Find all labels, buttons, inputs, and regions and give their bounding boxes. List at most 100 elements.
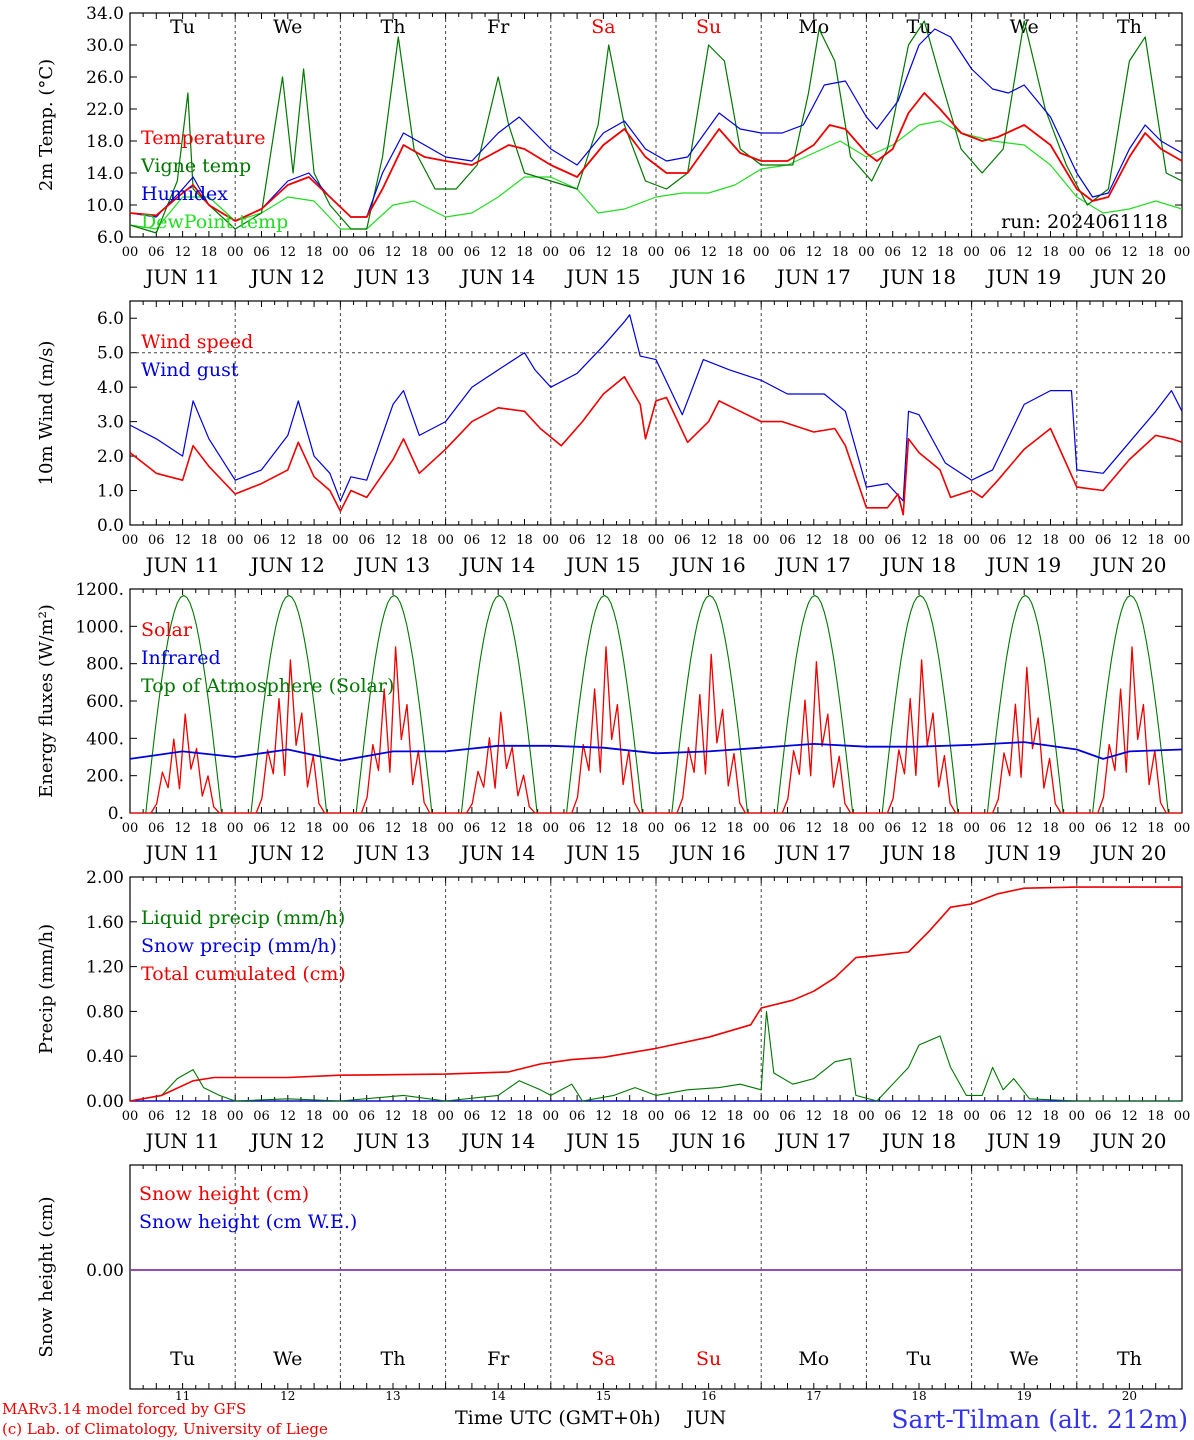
hour-tick-label: 00 [963,1109,980,1124]
hour-tick-label: 00 [122,245,139,260]
x-axis-month: JUN [684,1407,726,1429]
hour-tick-label: 06 [884,245,901,260]
series-line-infrared [129,741,1183,762]
hour-tick-label: 12 [911,245,928,260]
hour-tick-label: 12 [490,533,507,548]
hour-tick-label: 18 [621,821,638,836]
hour-tick-label: 18 [306,245,323,260]
y-tick-label: 0.0 [97,516,124,536]
hour-tick-label: 00 [437,821,454,836]
hour-tick-label: 18 [306,821,323,836]
hour-tick-label: 18 [937,245,954,260]
weekday-label: Tu [907,16,932,38]
hour-tick-label: 06 [148,245,165,260]
hour-tick-label: 06 [674,533,691,548]
day-number-label: 20 [1122,1389,1137,1403]
hour-tick-label: 12 [385,821,402,836]
hour-tick-label: 12 [911,1109,928,1124]
day-number-label: 13 [385,1389,400,1403]
weekday-label: Su [696,16,721,38]
hour-tick-label: 12 [700,533,717,548]
hour-tick-label: 12 [280,1109,297,1124]
date-tick-label: JUN 14 [459,841,535,865]
weekday-label: Th [1117,1348,1142,1370]
hour-tick-label: 00 [648,245,665,260]
date-tick-label: JUN 19 [985,265,1061,289]
date-tick-label: JUN 14 [459,553,535,577]
y-axis-label: Energy fluxes (W/m²) [36,604,57,798]
site-label: Sart-Tilman (alt. 212m) [891,1405,1188,1434]
hour-tick-label: 18 [1147,821,1164,836]
hour-tick-label: 00 [963,821,980,836]
hour-tick-label: 12 [385,1109,402,1124]
hour-tick-label: 00 [332,821,349,836]
day-number-label: 17 [806,1389,821,1403]
y-axis-label: Snow height (cm) [36,1196,57,1357]
weekday-label: Th [1117,16,1142,38]
date-tick-label: JUN 15 [564,265,640,289]
x-axis-label: Time UTC (GMT+0h) [455,1407,661,1429]
hour-tick-label: 18 [1147,533,1164,548]
hour-tick-label: 06 [1095,821,1112,836]
hour-tick-label: 00 [332,245,349,260]
day-number-label: 14 [491,1389,507,1403]
date-tick-label: JUN 14 [459,1129,535,1153]
hour-tick-label: 06 [148,533,165,548]
hour-tick-label: 18 [727,821,744,836]
hour-tick-label: 00 [1174,533,1191,548]
legend-entry: Humidex [141,183,228,205]
y-tick-label: 2.0 [97,447,124,467]
date-tick-label: JUN 17 [775,1129,851,1153]
hour-tick-label: 18 [1042,533,1059,548]
hour-tick-label: 06 [358,245,375,260]
hour-tick-label: 12 [806,533,823,548]
hour-tick-label: 18 [1147,245,1164,260]
date-tick-label: JUN 14 [459,265,535,289]
hour-tick-label: 06 [884,1109,901,1124]
model-credit: MARv3.14 model forced by GFS [2,1400,246,1418]
day-number-label: 11 [175,1389,190,1403]
y-axis-label: 10m Wind (m/s) [36,341,57,486]
hour-tick-label: 06 [674,821,691,836]
date-tick-label: JUN 17 [775,841,851,865]
hour-tick-label: 12 [174,533,191,548]
hour-tick-label: 12 [280,821,297,836]
weekday-label: Tu [907,1348,932,1370]
legend-entry: Vigne temp [140,155,251,177]
date-tick-label: JUN 20 [1090,1129,1166,1153]
hour-tick-label: 06 [148,821,165,836]
hour-tick-label: 06 [1095,1109,1112,1124]
hour-tick-label: 18 [832,1109,849,1124]
panel-4: 00 06 12 18 JUN 11 00 06 12 18 JUN 12 00 06 12 18 JUN … [36,868,1190,1153]
date-tick-label: JUN 11 [144,553,220,577]
date-tick-label: JUN 13 [354,553,430,577]
date-tick-label: JUN 18 [880,1129,956,1153]
y-tick-label: 200. [86,767,124,787]
hour-tick-label: 00 [122,1109,139,1124]
hour-tick-label: 12 [1016,821,1033,836]
hour-tick-label: 06 [990,245,1007,260]
hour-tick-label: 12 [1121,533,1138,548]
hour-tick-label: 18 [727,1109,744,1124]
legend-entry: Snow height (cm W.E.) [139,1211,357,1233]
hour-tick-label: 00 [543,821,560,836]
panel-3: 00 06 12 18 JUN 11 00 06 12 18 JUN 12 00 06 12 18 JUN … [36,580,1190,865]
hour-tick-label: 18 [727,533,744,548]
date-tick-label: JUN 15 [564,553,640,577]
hour-tick-label: 00 [122,821,139,836]
day-number-label: 18 [911,1389,926,1403]
y-tick-label: 22.0 [86,100,124,120]
legend-entry: Wind gust [141,359,239,381]
y-tick-label: 800. [86,655,124,675]
series-line-dewpoint-temp [129,120,1183,230]
hour-tick-label: 18 [727,245,744,260]
weekday-label: Tu [170,16,195,38]
hour-tick-label: 18 [201,1109,218,1124]
legend-entry: Wind speed [141,331,253,353]
hour-tick-label: 12 [174,1109,191,1124]
hour-tick-label: 06 [253,245,270,260]
hour-tick-label: 12 [911,533,928,548]
hour-tick-label: 12 [806,245,823,260]
date-tick-label: JUN 18 [880,841,956,865]
